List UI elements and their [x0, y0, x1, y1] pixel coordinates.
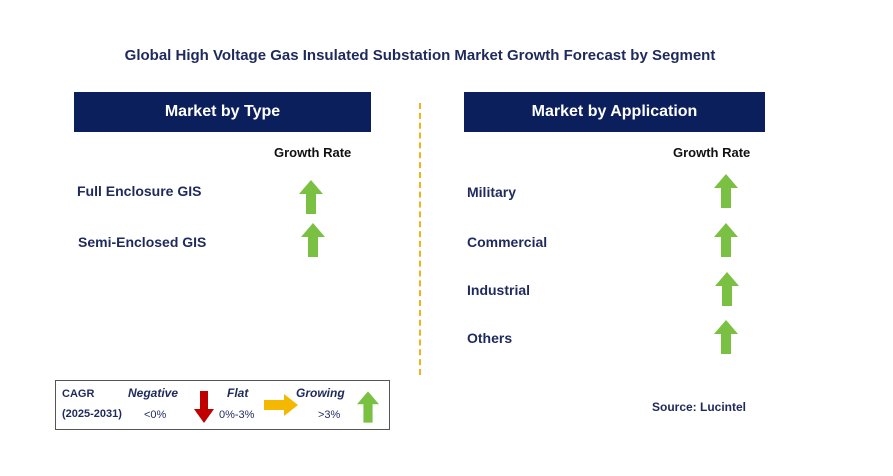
- segment-commercial: Commercial: [467, 234, 548, 250]
- legend-flat-range: 0%-3%: [219, 409, 255, 421]
- panel-divider: [419, 103, 421, 375]
- negative-arrow-icon: [194, 391, 214, 423]
- legend-flat-label: Flat: [227, 386, 249, 400]
- left-growth-rate-label: Growth Rate: [274, 145, 352, 160]
- source-label: Source: Lucintel: [652, 400, 747, 414]
- legend-negative-range: <0%: [144, 409, 167, 421]
- segment-others: Others: [467, 330, 513, 346]
- segment-semi-enclosed-gis: Semi-Enclosed GIS: [78, 234, 207, 250]
- segment-industrial: Industrial: [467, 282, 531, 298]
- growing-arrow-icon: [299, 180, 323, 214]
- growing-arrow-icon: [714, 223, 738, 257]
- growing-arrow-icon: [715, 272, 739, 306]
- flat-arrow-icon: [264, 394, 298, 416]
- segment-military: Military: [467, 184, 517, 200]
- growing-arrow-icon: [714, 174, 738, 208]
- segment-full-enclosure-gis: Full Enclosure GIS: [77, 183, 202, 199]
- legend-cagr-label: CAGR: [62, 388, 95, 400]
- right-growth-rate-label: Growth Rate: [673, 145, 751, 160]
- growing-arrow-icon: [357, 391, 379, 423]
- page-title: Global High Voltage Gas Insulated Substa…: [124, 47, 716, 64]
- cagr-legend: CAGR (2025-2031) Negative <0% Flat 0%-3%…: [55, 380, 390, 430]
- market-by-application-header: Market by Application: [464, 92, 765, 132]
- legend-period: (2025-2031): [62, 408, 122, 420]
- legend-growing-range: >3%: [318, 409, 341, 421]
- market-by-type-header: Market by Type: [74, 92, 371, 132]
- legend-growing-label: Growing: [296, 386, 345, 400]
- legend-negative-label: Negative: [128, 386, 179, 400]
- growing-arrow-icon: [301, 223, 325, 257]
- growing-arrow-icon: [714, 320, 738, 354]
